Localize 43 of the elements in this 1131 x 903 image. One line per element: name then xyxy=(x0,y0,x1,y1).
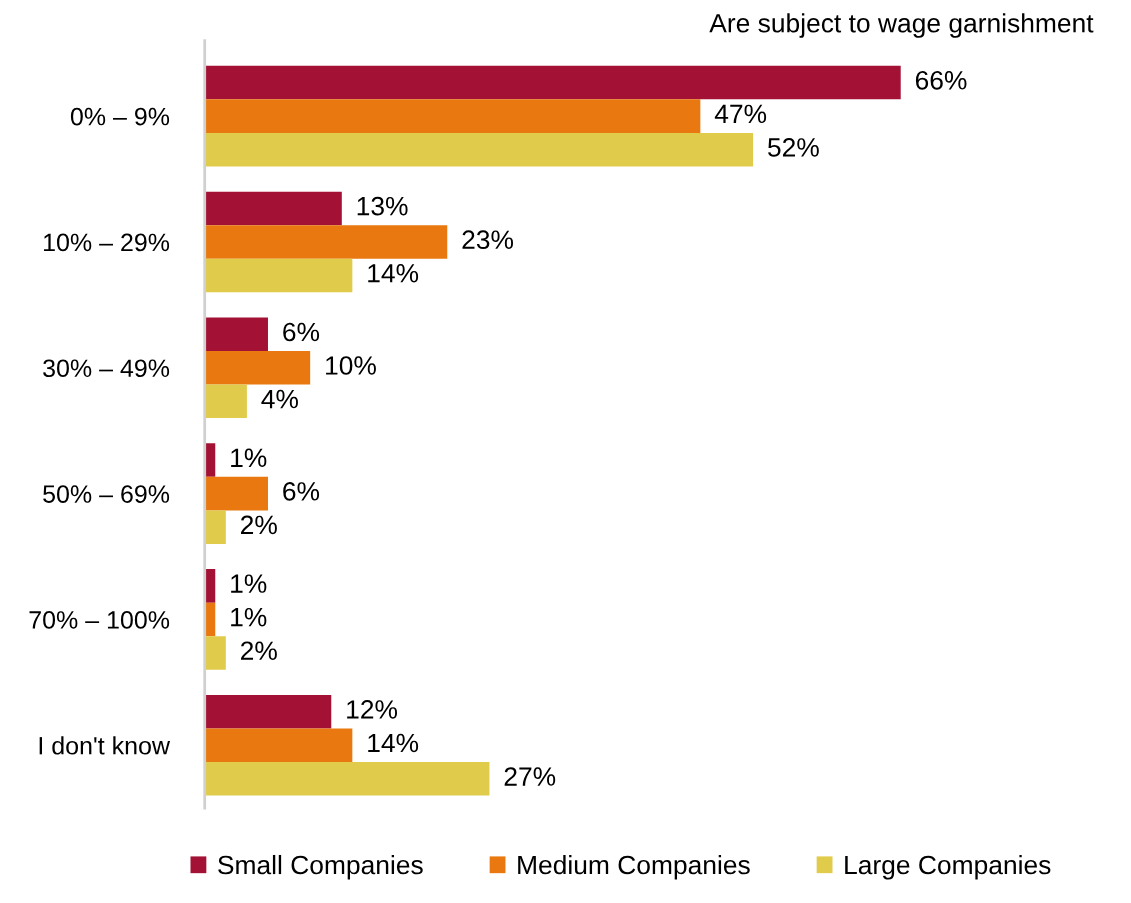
legend-label: Small Companies xyxy=(218,854,423,880)
y-tick-label: 10% – 29% xyxy=(44,233,170,252)
bar xyxy=(204,225,448,259)
data-label: 27% xyxy=(504,767,556,786)
bar xyxy=(204,384,247,419)
data-label: 2% xyxy=(241,515,277,535)
data-label: 52% xyxy=(768,138,819,157)
data-label: 6% xyxy=(283,482,320,501)
chart-title: Are subject to wage garnishment xyxy=(709,13,1094,38)
data-label: 13% xyxy=(357,196,408,216)
data-label: 6% xyxy=(283,322,320,342)
data-label: 14% xyxy=(368,733,419,753)
data-label: 1% xyxy=(231,574,267,593)
y-tick-label: I don't know xyxy=(39,736,171,755)
y-tick-label: 50% – 69% xyxy=(43,485,170,503)
bar xyxy=(204,351,311,385)
bar xyxy=(204,636,226,670)
bar xyxy=(204,476,268,511)
data-label: 2% xyxy=(241,641,277,660)
bar xyxy=(204,132,754,167)
data-label: 12% xyxy=(347,700,398,719)
data-label: 1% xyxy=(231,607,267,627)
legend-label: Large Companies xyxy=(845,854,1051,880)
data-label: 10% xyxy=(326,356,376,375)
bar xyxy=(204,191,342,226)
data-label: 14% xyxy=(368,264,419,283)
bar xyxy=(204,65,901,100)
bar xyxy=(204,99,701,133)
bar xyxy=(204,510,226,544)
data-label: 23% xyxy=(462,230,514,250)
y-tick-label: 70% – 100% xyxy=(29,611,170,629)
bar xyxy=(204,694,332,729)
data-label: 1% xyxy=(231,448,267,468)
bar xyxy=(204,258,353,293)
y-tick-label: 0% – 9% xyxy=(70,107,170,126)
data-label: 47% xyxy=(714,104,767,124)
bar xyxy=(204,762,490,796)
data-label: 66% xyxy=(915,70,967,90)
data-label: 4% xyxy=(261,389,298,409)
y-tick-label: 30% – 49% xyxy=(43,359,170,378)
legend-label: Medium Companies xyxy=(518,854,750,880)
bar xyxy=(204,317,268,352)
bar xyxy=(204,728,353,763)
